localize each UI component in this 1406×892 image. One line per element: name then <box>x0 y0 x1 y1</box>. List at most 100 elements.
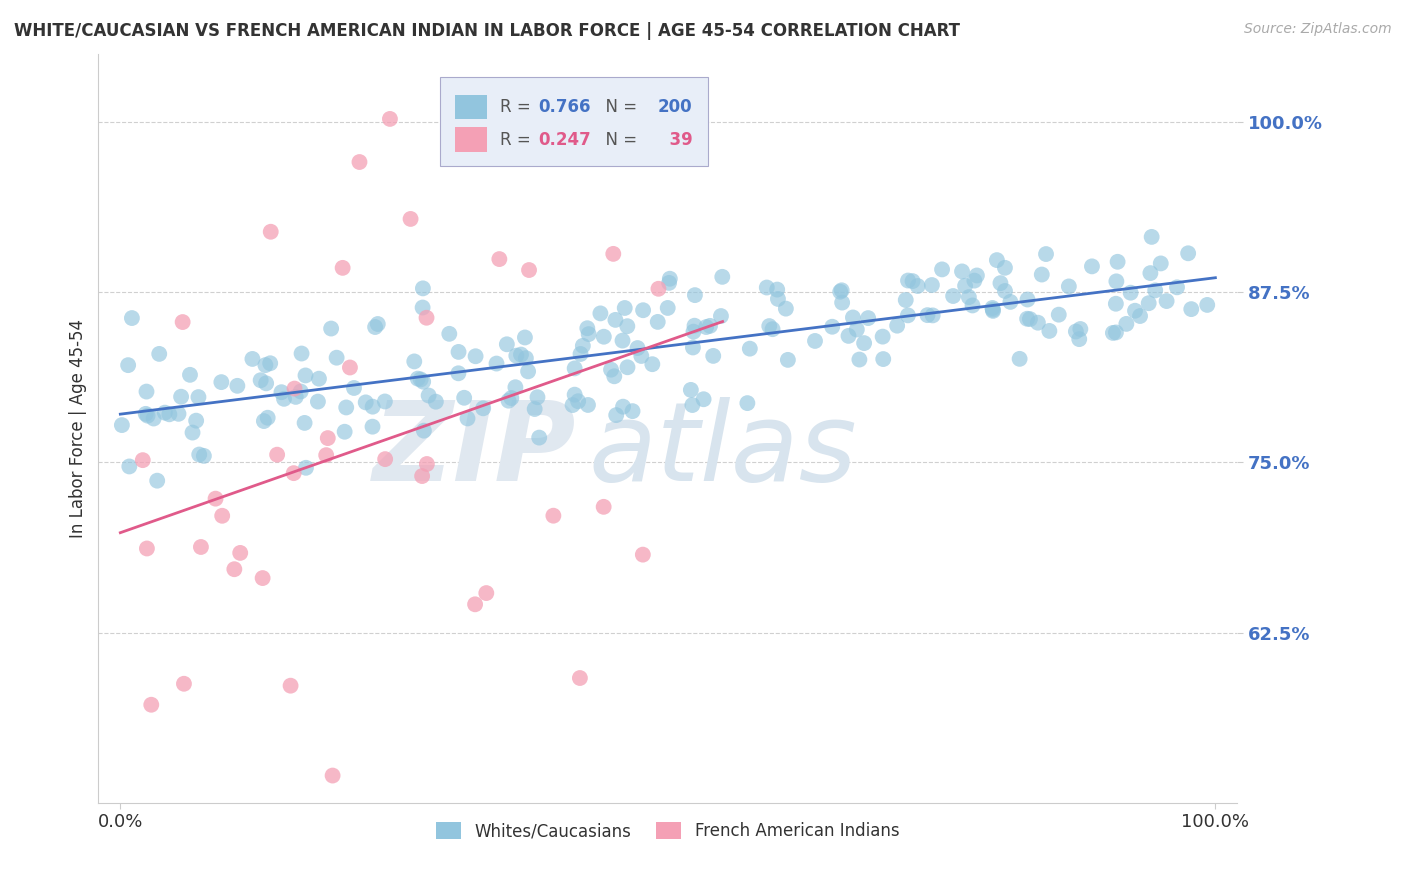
Point <box>226 379 249 393</box>
Point <box>157 407 180 421</box>
Point <box>894 293 917 307</box>
Point <box>1115 317 1137 331</box>
Point <box>1105 274 1128 288</box>
Point <box>190 540 212 554</box>
Point <box>367 317 389 331</box>
Point <box>266 448 288 462</box>
Point <box>146 474 169 488</box>
Point <box>1197 298 1219 312</box>
Point <box>738 342 761 356</box>
Point <box>755 280 778 294</box>
Point <box>325 351 347 365</box>
Text: N =: N = <box>595 130 643 148</box>
Point <box>308 372 330 386</box>
Point <box>872 329 894 343</box>
Point <box>699 318 721 333</box>
Point <box>692 392 714 407</box>
Point <box>498 393 520 408</box>
Point <box>605 408 627 422</box>
Point <box>249 373 271 387</box>
Point <box>294 368 316 383</box>
Point <box>1038 324 1060 338</box>
Point <box>378 112 401 126</box>
Point <box>647 282 669 296</box>
Point <box>1102 326 1125 340</box>
Point <box>1026 316 1049 330</box>
Point <box>631 548 654 562</box>
Point <box>842 310 865 325</box>
Point <box>374 394 396 409</box>
Point <box>412 281 434 295</box>
Point <box>605 313 627 327</box>
Point <box>679 383 702 397</box>
Point <box>193 449 215 463</box>
Point <box>612 400 634 414</box>
Point <box>1139 266 1161 280</box>
Point <box>411 469 433 483</box>
Point <box>526 390 548 404</box>
Point <box>364 320 387 334</box>
Point <box>118 459 141 474</box>
Point <box>695 320 717 334</box>
Point <box>447 345 470 359</box>
Point <box>872 352 894 367</box>
Point <box>1105 326 1128 340</box>
Point <box>1137 296 1160 310</box>
Point <box>592 500 614 514</box>
Point <box>523 402 546 417</box>
Point <box>1105 297 1128 311</box>
Point <box>111 418 134 433</box>
Point <box>517 263 540 277</box>
Point <box>901 274 924 288</box>
Point <box>254 358 277 372</box>
Point <box>457 411 479 425</box>
Point <box>259 356 281 370</box>
Point <box>425 394 447 409</box>
Point <box>761 322 783 336</box>
Point <box>848 352 870 367</box>
Point <box>561 398 583 412</box>
Point <box>766 283 789 297</box>
Point <box>711 269 734 284</box>
Point <box>831 283 853 297</box>
Point <box>515 351 537 366</box>
Point <box>1140 230 1163 244</box>
Point <box>569 347 592 361</box>
Point <box>657 301 679 315</box>
Point <box>132 453 155 467</box>
Point <box>253 414 276 428</box>
Point <box>1177 246 1199 260</box>
Point <box>647 315 669 329</box>
Point <box>658 276 681 290</box>
Point <box>415 310 437 325</box>
Point <box>316 431 339 445</box>
Point <box>845 322 868 336</box>
Text: 0.247: 0.247 <box>538 130 591 148</box>
Point <box>853 336 876 351</box>
Point <box>1047 308 1070 322</box>
Point <box>404 354 426 368</box>
Point <box>464 597 486 611</box>
Point <box>505 380 527 394</box>
Point <box>361 419 384 434</box>
Point <box>1150 256 1173 270</box>
Point <box>333 425 356 439</box>
Point <box>950 264 973 278</box>
Point <box>616 319 638 334</box>
Point <box>1156 294 1178 309</box>
Point <box>412 424 434 438</box>
Point <box>1019 312 1042 326</box>
Point <box>135 541 157 556</box>
Point <box>1166 280 1188 294</box>
Bar <box>456 128 486 152</box>
Point <box>290 346 312 360</box>
Point <box>683 318 706 333</box>
Point <box>343 381 366 395</box>
Point <box>464 349 486 363</box>
Point <box>295 460 318 475</box>
Point <box>953 278 976 293</box>
Text: Source: ZipAtlas.com: Source: ZipAtlas.com <box>1244 22 1392 37</box>
Point <box>981 301 1004 315</box>
Point <box>1119 285 1142 300</box>
Point <box>589 306 612 320</box>
